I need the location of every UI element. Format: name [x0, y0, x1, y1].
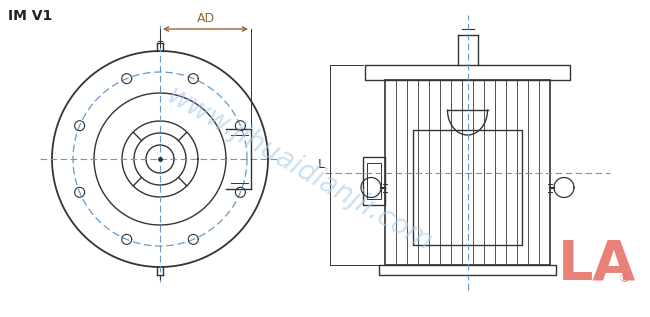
- Bar: [365, 65, 570, 80]
- Bar: [367, 163, 381, 198]
- Bar: [379, 265, 556, 275]
- Bar: [385, 80, 550, 265]
- Text: LA: LA: [558, 238, 636, 292]
- Bar: [413, 130, 522, 245]
- Bar: [363, 157, 385, 204]
- Text: www.jihuaidianjii.com: www.jihuaidianjii.com: [162, 81, 438, 257]
- Text: AD: AD: [196, 12, 214, 25]
- Text: ®: ®: [619, 274, 629, 284]
- Text: L: L: [318, 158, 325, 171]
- Text: IM V1: IM V1: [8, 9, 52, 23]
